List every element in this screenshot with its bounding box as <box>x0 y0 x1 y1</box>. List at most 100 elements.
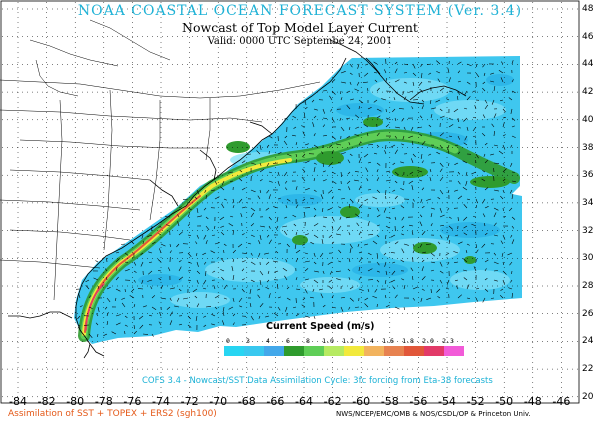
current-vector <box>111 331 117 335</box>
latitude-tick-label: 26 <box>582 308 594 319</box>
current-vector <box>349 198 354 203</box>
current-vector <box>211 313 216 317</box>
current-vector <box>230 180 234 182</box>
current-vector <box>295 186 298 191</box>
current-vector <box>147 234 153 237</box>
scale-swatch <box>344 346 364 356</box>
current-vector <box>376 162 381 166</box>
current-vector <box>338 249 342 254</box>
current-vector <box>304 106 308 110</box>
current-vector <box>220 269 225 272</box>
current-vector <box>203 324 207 328</box>
current-vector <box>493 207 499 211</box>
current-vector <box>367 252 372 256</box>
current-vector <box>313 261 317 265</box>
current-vector <box>114 297 117 301</box>
current-vector <box>376 252 378 259</box>
current-vector <box>509 261 513 266</box>
current-vector <box>223 284 228 290</box>
longitude-tick-label: -66 <box>266 395 285 408</box>
current-vector <box>500 77 504 83</box>
scale-swatch <box>304 346 324 356</box>
current-vector <box>257 294 261 299</box>
current-vector <box>264 252 270 255</box>
current-vector <box>241 260 246 263</box>
longitude-tick-label: -50 <box>495 395 514 408</box>
current-vector <box>322 162 324 167</box>
current-vector <box>151 333 154 337</box>
current-vector <box>363 124 369 128</box>
green-eddies <box>226 117 510 264</box>
current-vector <box>417 126 423 129</box>
current-vector <box>447 68 450 74</box>
current-vector <box>429 169 432 173</box>
current-vector <box>223 306 225 312</box>
system-title: NOAA COASTAL OCEAN FORECAST SYSTEM (Ver.… <box>77 3 523 19</box>
current-vector <box>418 81 423 86</box>
current-vector <box>157 259 162 263</box>
current-vector <box>493 113 497 119</box>
current-vector <box>453 108 459 113</box>
current-vector <box>160 297 166 300</box>
current-vector <box>448 77 451 83</box>
current-vector <box>267 270 270 274</box>
current-vector <box>313 234 319 239</box>
current-vector <box>466 96 471 101</box>
current-vector <box>339 216 342 220</box>
current-vector <box>439 176 444 182</box>
current-vector <box>138 315 144 320</box>
current-vector <box>265 207 270 211</box>
longitude-tick-label: -46 <box>552 395 571 408</box>
current-vector <box>265 315 270 318</box>
current-vector <box>491 99 495 105</box>
current-vector <box>390 279 396 283</box>
current-vector <box>286 286 290 290</box>
current-vector <box>394 171 399 176</box>
current-vector <box>385 304 390 308</box>
current-vector <box>463 225 468 229</box>
current-vector <box>493 261 499 265</box>
current-vector <box>366 133 369 137</box>
scale-swatch <box>264 346 284 356</box>
current-vector <box>511 125 515 128</box>
valid-time: Valid: 0000 UTC Septembe 24, 2001 <box>207 36 393 47</box>
current-vector <box>313 108 318 111</box>
current-vector <box>310 197 315 200</box>
current-vector <box>403 72 408 74</box>
current-vector <box>391 108 396 113</box>
current-vector <box>183 297 189 300</box>
longitude-tick-label: -62 <box>323 395 342 408</box>
current-vector <box>85 279 90 283</box>
current-vector <box>329 95 333 101</box>
current-vector <box>403 243 409 246</box>
current-vector <box>390 144 396 148</box>
current-vector <box>295 232 298 236</box>
current-vector <box>385 189 387 196</box>
current-vector <box>502 168 507 173</box>
current-vector <box>222 311 225 317</box>
current-vector <box>502 270 507 275</box>
current-vector <box>412 286 418 290</box>
current-vector <box>493 189 499 192</box>
current-vector <box>205 306 212 308</box>
current-vector <box>266 279 270 283</box>
current-vector <box>367 107 372 110</box>
current-vector <box>439 270 444 274</box>
current-vector <box>304 252 308 255</box>
current-vector <box>348 232 351 236</box>
longitude-tick-label: -80 <box>66 395 85 408</box>
current-vector <box>205 225 210 231</box>
current-vector <box>213 225 216 229</box>
current-vector <box>328 162 333 167</box>
current-vector <box>187 252 192 257</box>
current-vector <box>401 233 405 236</box>
current-vector <box>304 315 310 318</box>
current-vector <box>158 321 162 326</box>
current-vector <box>320 293 324 299</box>
current-vector <box>159 312 162 317</box>
current-vector <box>304 260 310 263</box>
current-vector <box>340 297 345 299</box>
current-vector <box>429 177 432 182</box>
current-vector <box>232 313 236 317</box>
current-vector <box>464 90 468 96</box>
